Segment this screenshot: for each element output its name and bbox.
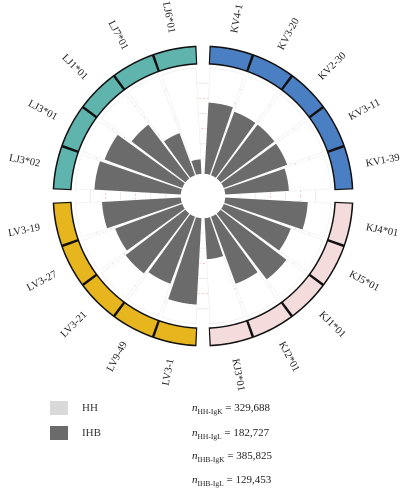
segment-label: LJ1*01	[60, 52, 90, 82]
grid-circle	[89, 82, 317, 310]
bar-ihb	[103, 133, 186, 189]
bar-ihb	[223, 196, 309, 231]
bar-ihb	[93, 160, 183, 196]
segment-label: KJ5*01	[347, 269, 381, 294]
stat-hh-igl: nHH-IgL = 182,727	[192, 427, 270, 442]
stat-sub: IHB-IgK	[197, 455, 225, 465]
bar-ihb	[190, 158, 203, 176]
bar-ihb	[203, 101, 234, 176]
segment-label: LV3-19	[7, 222, 41, 239]
stat-ihb-igl: nIHB-IgL = 129,453	[192, 474, 272, 489]
segment-label: KJ4*01	[365, 222, 399, 239]
ring-cell	[283, 77, 322, 116]
ring-cell	[84, 77, 123, 116]
ring-cell	[248, 55, 291, 89]
segment-label: KJ2*01	[276, 340, 301, 374]
ring-cell	[115, 303, 158, 337]
legend-item-hh: HH	[50, 400, 98, 416]
grid-circle	[120, 113, 286, 279]
bar-ihb	[124, 208, 191, 275]
stat-value: = 385,825	[227, 450, 273, 462]
segment-label: LJ3*02	[8, 153, 41, 170]
ring-cell	[209, 47, 252, 71]
legend: HH IHB	[50, 398, 170, 458]
ring-cell	[115, 55, 158, 89]
segment-label: LJ3*01	[26, 98, 59, 123]
bar-ihb	[215, 123, 276, 184]
bar-ihb	[215, 208, 288, 281]
ring-cell	[84, 276, 123, 315]
segment-label: KJ1*01	[317, 309, 348, 340]
bar-ihb	[147, 213, 196, 285]
legend-swatch-hh	[50, 401, 68, 415]
bar-ihb	[220, 203, 292, 252]
bars	[74, 67, 332, 325]
legend-label-hh: HH	[82, 402, 98, 414]
bar-ihb	[223, 167, 290, 196]
segment-label: KV2-30	[316, 50, 348, 82]
ring-cell	[154, 321, 197, 345]
ring-cell	[62, 241, 96, 284]
legend-label-ihb: IHB	[82, 427, 101, 439]
bar-ihb	[130, 123, 191, 184]
stat-sub: HH-IgK	[197, 407, 223, 417]
grid-circle	[104, 97, 302, 295]
segment-label: LV3-27	[25, 269, 59, 294]
ring-cell	[54, 147, 78, 190]
bar-ihb	[220, 142, 288, 189]
legend-swatch-ihb	[50, 426, 68, 440]
bar-ihb	[101, 196, 183, 230]
segment-label: LV9-49	[105, 340, 130, 374]
segment-label: KV1-39	[365, 152, 401, 169]
segment-ring	[52, 45, 354, 347]
ring-cell	[328, 147, 352, 190]
stat-value: = 182,727	[224, 427, 270, 439]
ring-cell	[248, 303, 291, 337]
segment-label: KV3-11	[347, 97, 382, 123]
bar-ihb	[163, 132, 196, 179]
segment-label: LV3-1	[161, 358, 177, 387]
stat-value: = 129,453	[226, 474, 272, 486]
bar-ihb	[167, 216, 203, 306]
stat-sub: IHB-IgL	[197, 479, 224, 489]
segment-label: LJ7*01	[106, 19, 131, 52]
bar-ihb	[210, 111, 257, 179]
segment-label: LJ6*01	[160, 1, 177, 34]
grid-circle	[135, 128, 271, 264]
bar-ihb	[203, 216, 224, 260]
bar-ihb	[210, 213, 259, 285]
stat-hh-igk: nHH-IgK = 329,688	[192, 402, 270, 417]
ring-cell	[310, 241, 344, 284]
ring-cell	[310, 108, 344, 151]
ring-cell	[283, 276, 322, 315]
ring-cell	[54, 202, 78, 245]
stat-value: = 329,688	[225, 402, 270, 414]
ring-cell	[154, 47, 197, 71]
ring-cell	[328, 202, 352, 245]
ring-cell	[62, 108, 96, 151]
segment-label: KV3-20	[276, 16, 302, 52]
segment-label: LV3-21	[59, 309, 90, 340]
bar-ihb	[114, 203, 186, 252]
segment-label: KJ3*01	[229, 358, 246, 392]
grid-circle	[150, 143, 256, 249]
segment-label: KV4-1	[229, 3, 245, 34]
grid-circles	[89, 82, 317, 310]
stat-ihb-igk: nIHB-IgK = 385,825	[192, 450, 273, 465]
ring-cell	[209, 321, 252, 345]
grid-circle	[165, 158, 241, 234]
center-hole	[182, 175, 224, 217]
legend-item-ihb: IHB	[50, 425, 101, 441]
stat-sub: HH-IgL	[197, 432, 222, 442]
